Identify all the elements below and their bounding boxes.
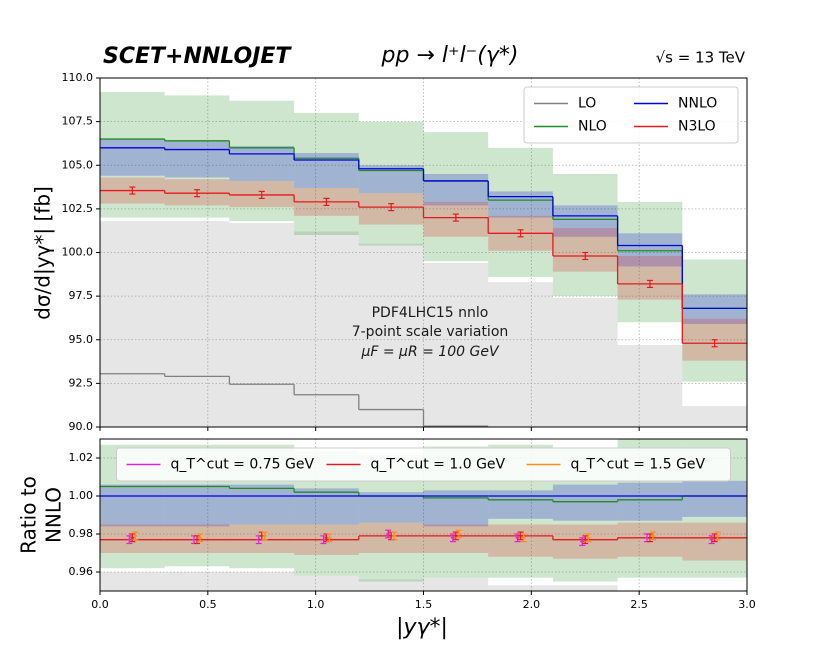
- band: [423, 173, 489, 206]
- band: [552, 205, 618, 237]
- band: [488, 585, 553, 591]
- band: [358, 165, 424, 194]
- legend-label: q_T^cut = 0.75 GeV: [171, 457, 315, 473]
- energy: √s = 13 TeV: [656, 49, 746, 67]
- x-tick-label: 2.5: [630, 598, 648, 611]
- band: [164, 140, 230, 178]
- band: [682, 259, 747, 382]
- y-tick-label: 92.5: [69, 376, 94, 389]
- band: [488, 191, 553, 218]
- band: [423, 132, 489, 262]
- band: [358, 579, 424, 591]
- y-tick-label: 107.5: [62, 115, 94, 128]
- band: [100, 139, 165, 176]
- x-tick-label: 0.5: [199, 598, 217, 611]
- band: [229, 146, 295, 181]
- legend-label: NNLO: [678, 96, 717, 112]
- band: [618, 591, 683, 610]
- band: [423, 262, 489, 427]
- band: [164, 484, 230, 527]
- band: [617, 233, 683, 267]
- y-tick-label: 100.0: [62, 246, 94, 259]
- band: [423, 577, 489, 591]
- band: [294, 488, 359, 525]
- band: [552, 228, 618, 272]
- band: [552, 585, 618, 591]
- band: [488, 490, 553, 519]
- chart-title: SCET+NNLOJET: [103, 44, 292, 69]
- legend-label: q_T^cut = 1.5 GeV: [571, 457, 706, 473]
- band: [294, 575, 359, 591]
- band: [682, 294, 747, 325]
- band: [488, 282, 553, 427]
- legend-label: NLO: [578, 119, 607, 135]
- band: [617, 482, 683, 521]
- band: [100, 572, 165, 591]
- band: [100, 221, 165, 427]
- band: [488, 524, 553, 557]
- y-tick-label: 110.0: [62, 71, 94, 84]
- plot-area: [100, 91, 747, 427]
- x-tick-label: 2.0: [523, 598, 541, 611]
- x-axis-label: |yγ*|: [396, 615, 448, 640]
- y-tick-label: 102.5: [62, 202, 94, 215]
- y-tick-label: 0.98: [69, 527, 94, 540]
- band: [229, 100, 295, 222]
- y-tick-label: 90.0: [69, 420, 94, 433]
- band: [617, 201, 683, 323]
- band: [617, 344, 683, 427]
- x-tick-label: 3.0: [738, 598, 756, 611]
- band: [229, 572, 295, 591]
- x-tick-label: 0.0: [91, 598, 109, 611]
- band: [100, 484, 165, 527]
- band: [617, 255, 683, 300]
- legend-label: q_T^cut = 1.0 GeV: [371, 457, 506, 473]
- annotation: 7-point scale variation: [352, 324, 509, 340]
- legend-label: N3LO: [678, 119, 716, 135]
- band: [164, 221, 230, 427]
- band: [552, 297, 618, 427]
- band: [229, 484, 295, 525]
- y-axis-label: dσ/d|yγ*| [fb]: [31, 186, 55, 320]
- band: [682, 406, 747, 427]
- legend-label: LO: [578, 96, 596, 112]
- annotation: PDF4LHC15 nnlo: [372, 305, 489, 321]
- legend-box: [523, 86, 739, 144]
- band: [682, 480, 747, 517]
- band: [552, 484, 618, 521]
- y-axis-label: Ratio to: [17, 476, 41, 554]
- band: [100, 91, 165, 218]
- band: [358, 121, 424, 246]
- band: [488, 147, 553, 277]
- y-tick-label: 105.0: [62, 158, 94, 171]
- band: [552, 173, 618, 297]
- y-tick-label: 1.02: [69, 451, 94, 464]
- band: [294, 231, 359, 427]
- y-axis-label: NNLO: [42, 487, 66, 543]
- y-tick-label: 95.0: [69, 333, 94, 346]
- process: pp → l⁺l⁻(γ*): [381, 43, 519, 68]
- annotation: μF = μR = 100 GeV: [360, 344, 499, 360]
- x-tick-label: 1.0: [307, 598, 325, 611]
- band: [164, 572, 230, 591]
- y-tick-label: 0.96: [69, 565, 94, 578]
- y-tick-label: 1.00: [69, 489, 94, 502]
- y-tick-label: 97.5: [69, 289, 94, 302]
- band: [358, 243, 424, 427]
- legend-box: [116, 447, 731, 482]
- x-tick-label: 1.5: [415, 598, 433, 611]
- band: [229, 222, 295, 427]
- band: [294, 112, 359, 236]
- band: [358, 492, 424, 523]
